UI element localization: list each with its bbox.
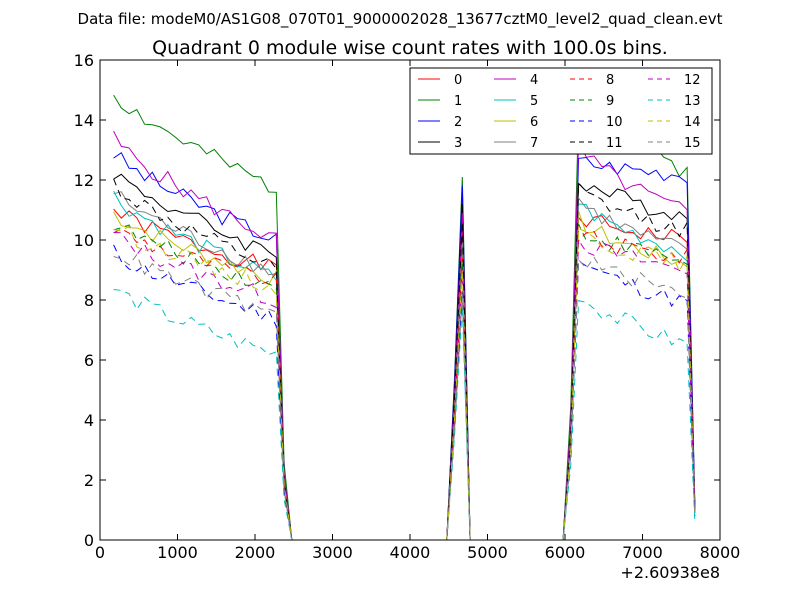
series-line-10 [113, 244, 696, 541]
y-tick-label: 8 [84, 291, 94, 310]
series-line-13 [113, 289, 696, 541]
chart-title: Quadrant 0 module wise count rates with … [152, 37, 668, 59]
tick-layer: 0 1000 2000 3000 4000 5000 6000 7000 80000246810… [74, 51, 741, 562]
x-tick-label: 1000 [157, 543, 198, 562]
y-tick-label: 0 [84, 531, 94, 550]
legend-label-2: 2 [454, 115, 462, 130]
legend-label-7: 7 [530, 136, 538, 151]
x-tick-label: 8000 [700, 543, 741, 562]
legend-label-14: 14 [684, 115, 701, 130]
plot-area: 0 1000 2000 3000 4000 5000 6000 7000 80000246810… [74, 51, 741, 562]
legend-label-3: 3 [454, 136, 462, 151]
legend-label-0: 0 [454, 73, 462, 88]
x-tick-label: 5000 [467, 543, 508, 562]
x-tick-label: 2000 [235, 543, 276, 562]
x-tick-label: 3000 [312, 543, 353, 562]
y-tick-label: 12 [74, 171, 94, 190]
x-offset-label: +2.60938e8 [620, 563, 720, 582]
legend-frame [409, 67, 713, 155]
y-tick-label: 16 [74, 51, 94, 70]
legend-label-10: 10 [606, 115, 623, 130]
legend-label-15: 15 [684, 136, 701, 151]
legend-label-5: 5 [530, 94, 538, 109]
legend-label-13: 13 [684, 94, 701, 109]
y-tick-label: 14 [74, 111, 94, 130]
y-tick-label: 4 [84, 411, 94, 430]
legend-label-6: 6 [530, 115, 538, 130]
legend-label-12: 12 [684, 73, 701, 88]
legend-label-8: 8 [606, 73, 614, 88]
legend-label-11: 11 [606, 136, 623, 151]
x-tick-label: 6000 [545, 543, 586, 562]
legend-label-9: 9 [606, 94, 614, 109]
legend-label-1: 1 [454, 94, 462, 109]
y-tick-label: 2 [84, 471, 94, 490]
y-tick-label: 10 [74, 231, 94, 250]
y-tick-label: 6 [84, 351, 94, 370]
x-tick-label: 7000 [622, 543, 663, 562]
x-tick-label: 4000 [390, 543, 431, 562]
legend-label-4: 4 [530, 73, 538, 88]
chart-suptitle: Data file: modeM0/AS1G08_070T01_90000020… [78, 10, 723, 29]
x-tick-label: 0 [95, 543, 105, 562]
